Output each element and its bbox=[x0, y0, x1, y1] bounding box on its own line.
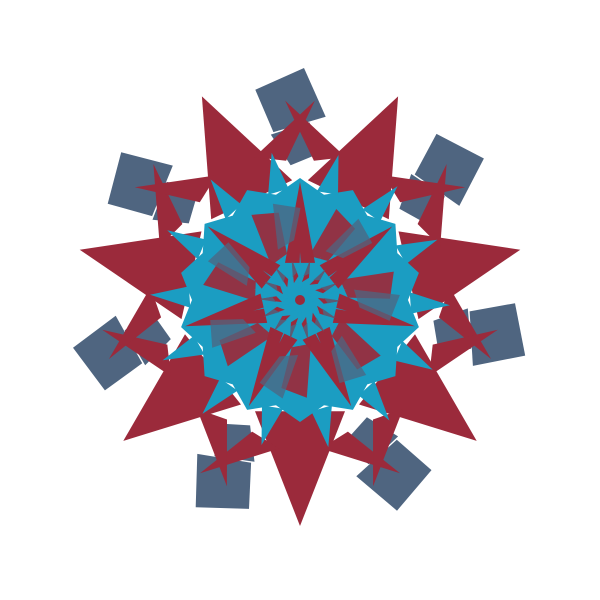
outer-red-flank bbox=[373, 408, 404, 487]
outer-red-flank bbox=[417, 164, 447, 247]
center-slate-shard bbox=[274, 319, 287, 331]
outer-red-point bbox=[359, 334, 477, 441]
cyan-thorn bbox=[268, 152, 289, 195]
center-slate-shard bbox=[260, 296, 277, 303]
center-slate-shard bbox=[302, 322, 309, 340]
center-slate-shard bbox=[263, 309, 280, 317]
inner-red-point bbox=[185, 293, 268, 327]
center-cyan-shard bbox=[303, 308, 321, 344]
center-cyan-shard bbox=[279, 256, 297, 292]
center-cyan-shard bbox=[262, 270, 292, 295]
center-cyan-shard bbox=[253, 300, 291, 311]
outer-red-point bbox=[398, 231, 521, 320]
cyan-thorn bbox=[358, 381, 390, 421]
cyan-thorn bbox=[362, 186, 398, 222]
cyan-thorn bbox=[167, 230, 206, 260]
cyan-thorn bbox=[261, 405, 284, 445]
cyan-thorn bbox=[316, 155, 339, 195]
cyan-thorn bbox=[210, 179, 242, 219]
outer-red-flank bbox=[285, 100, 346, 161]
cyan-thorn bbox=[162, 335, 205, 361]
inner-slate-wedge bbox=[272, 203, 301, 250]
inner-red-blade bbox=[203, 262, 256, 301]
center-slate-shard bbox=[314, 317, 325, 332]
inner-slate-wedge bbox=[325, 218, 373, 259]
inner-red-point bbox=[207, 226, 281, 289]
outer-red-point bbox=[255, 411, 345, 526]
cyan-thorn bbox=[409, 292, 450, 314]
mandala-group bbox=[73, 68, 526, 526]
center-cyan-shard bbox=[308, 305, 338, 330]
center-cyan-shard bbox=[306, 270, 338, 294]
outer-red-flank bbox=[134, 175, 217, 203]
inner-slate-wedge bbox=[259, 355, 299, 399]
inner-red-point bbox=[302, 326, 352, 407]
inner-red-blade bbox=[219, 323, 273, 367]
outer-red-flank bbox=[196, 408, 227, 487]
outer-red-point bbox=[123, 334, 241, 441]
slate-bowtie-outer bbox=[356, 439, 432, 511]
inner-slate-wedge bbox=[331, 335, 367, 384]
slate-bowtie-outer bbox=[414, 133, 484, 206]
inner-red-blade bbox=[340, 271, 394, 299]
center-dot bbox=[295, 295, 305, 305]
cyan-thorn bbox=[394, 340, 433, 370]
center-cyan-shard bbox=[298, 252, 303, 291]
outer-red-flank bbox=[383, 175, 466, 203]
cyan-thorn bbox=[202, 378, 238, 414]
center-slate-shard bbox=[323, 297, 340, 304]
center-slate-shard bbox=[291, 260, 298, 278]
inner-red-point bbox=[285, 182, 315, 263]
center-cyan-shard bbox=[253, 289, 290, 300]
inner-slate-wedge bbox=[207, 242, 250, 286]
inner-red-blade bbox=[309, 209, 356, 261]
center-cyan-shard bbox=[297, 309, 302, 348]
inner-slate-wedge bbox=[354, 289, 400, 321]
inner-red-point bbox=[319, 226, 393, 289]
slate-bowtie-outer bbox=[255, 68, 326, 133]
inner-red-blade bbox=[331, 318, 381, 370]
center-slate-shard bbox=[275, 268, 286, 283]
cyan-thorn bbox=[395, 239, 438, 265]
cyan-thorn bbox=[150, 286, 191, 308]
center-cyan-shard bbox=[310, 300, 347, 311]
center-cyan-shard bbox=[309, 289, 347, 300]
center-slate-shard bbox=[320, 283, 337, 291]
inner-red-blade bbox=[281, 343, 311, 398]
center-red-shard bbox=[317, 305, 338, 319]
center-red-shard bbox=[262, 281, 283, 295]
center-cyan-shard bbox=[262, 306, 294, 330]
outer-red-flank bbox=[108, 287, 162, 359]
outer-red-flank bbox=[429, 329, 498, 377]
inner-slate-wedge bbox=[210, 319, 256, 348]
center-slate-shard bbox=[313, 269, 326, 281]
cyan-thorn bbox=[311, 405, 332, 448]
